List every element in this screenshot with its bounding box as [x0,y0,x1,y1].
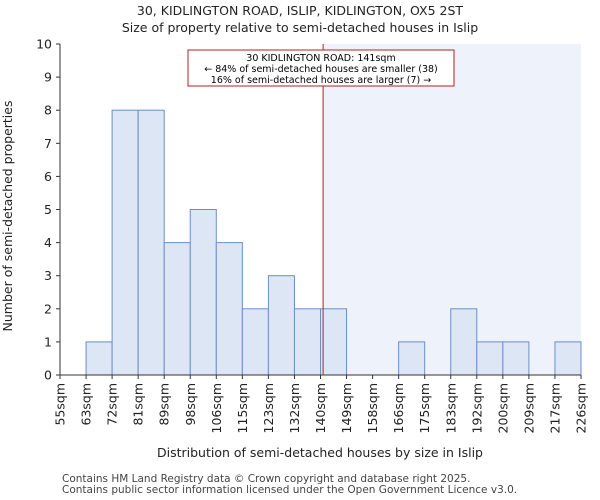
x-tick-label: 123sqm [261,383,276,433]
histogram-bar [502,341,530,376]
x-tick-label: 166sqm [391,383,406,433]
histogram-bar [398,341,426,376]
histogram-bar [215,242,243,376]
footer-line-2: Contains public sector information licen… [62,484,518,496]
annotation-line-1: 30 KIDLINGTON ROAD: 141sqm [246,53,395,64]
y-tick-label: 4 [44,235,52,250]
x-tick-label: 98sqm [183,383,198,426]
x-tick-label: 226sqm [574,383,589,433]
x-axis-label: Distribution of semi-detached houses by … [157,445,483,460]
x-tick-label: 106sqm [209,383,224,433]
x-tick-label: 217sqm [547,383,562,433]
y-tick-label: 3 [44,268,52,283]
footer: Contains HM Land Registry data © Crown c… [62,474,517,496]
histogram-bar [241,308,269,376]
y-tick-label: 8 [44,103,52,118]
y-tick-label: 5 [44,202,52,217]
x-tick-label: 158sqm [365,383,380,433]
histogram-bar [163,242,191,376]
x-tick-label: 55sqm [53,383,68,426]
y-axis-label: Number of semi-detached properties [0,101,15,332]
y-tick-label: 10 [36,37,52,52]
y-tick-label: 9 [44,70,52,85]
annotation-line-2: ← 84% of semi-detached houses are smalle… [204,64,438,75]
x-tick-label: 200sqm [495,383,510,433]
y-tick-label: 1 [44,334,52,349]
y-tick-label: 0 [44,368,52,383]
x-tick-label: 132sqm [287,383,302,433]
histogram-bar [189,209,217,376]
y-tick-label: 7 [44,136,52,151]
histogram-bar [320,308,348,376]
histogram-bar [293,308,322,376]
x-tick-label: 192sqm [469,383,484,433]
x-tick-label: 63sqm [79,383,94,426]
histogram-bar [450,308,478,376]
histogram-bar [137,109,165,376]
x-tick-label: 183sqm [443,383,458,433]
x-tick-label: 140sqm [313,383,328,433]
annotation-box [187,49,455,87]
chart-title: 30, KIDLINGTON ROAD, ISLIP, KIDLINGTON, … [136,3,464,18]
chart-subtitle: Size of property relative to semi-detach… [121,20,479,35]
x-tick-label: 72sqm [105,383,120,426]
x-tick-label: 175sqm [417,383,432,433]
annotation-line-3: 16% of semi-detached houses are larger (… [211,75,431,86]
x-tick-label: 81sqm [131,383,146,426]
y-tick-label: 6 [44,169,52,184]
x-tick-label: 149sqm [339,383,354,433]
histogram-bar [85,341,113,376]
x-tick-label: 209sqm [521,383,536,433]
x-tick-label: 89sqm [157,383,172,426]
footer-line-1: Contains HM Land Registry data © Crown c… [62,473,471,485]
histogram-bar [111,109,139,376]
histogram-bar [476,341,504,376]
chart-title-block: 30, KIDLINGTON ROAD, ISLIP, KIDLINGTON, … [0,2,600,36]
y-tick-label: 2 [44,301,52,316]
histogram-bar [267,275,295,376]
histogram-bar [554,341,582,376]
x-tick-label: 115sqm [235,383,250,433]
